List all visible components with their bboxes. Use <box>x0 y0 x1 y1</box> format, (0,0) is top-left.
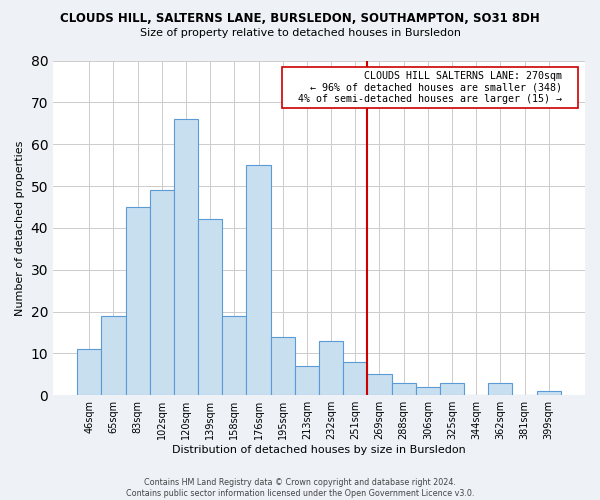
Bar <box>150 190 174 395</box>
Text: Contains HM Land Registry data © Crown copyright and database right 2024.
Contai: Contains HM Land Registry data © Crown c… <box>126 478 474 498</box>
Bar <box>416 387 440 395</box>
Text: CLOUDS HILL SALTERNS LANE: 270sqm  
  ← 96% of detached houses are smaller (348): CLOUDS HILL SALTERNS LANE: 270sqm ← 96% … <box>286 70 574 104</box>
Bar <box>77 349 101 395</box>
Y-axis label: Number of detached properties: Number of detached properties <box>15 140 25 316</box>
Bar <box>198 220 223 395</box>
Bar <box>367 374 392 395</box>
Bar <box>247 165 271 395</box>
X-axis label: Distribution of detached houses by size in Bursledon: Distribution of detached houses by size … <box>172 445 466 455</box>
Bar <box>343 362 367 395</box>
Text: Size of property relative to detached houses in Bursledon: Size of property relative to detached ho… <box>139 28 461 38</box>
Bar <box>295 366 319 395</box>
Bar <box>271 336 295 395</box>
Bar <box>174 119 198 395</box>
Bar <box>125 207 150 395</box>
Bar <box>319 341 343 395</box>
Bar <box>101 316 125 395</box>
Bar <box>536 391 561 395</box>
Bar <box>223 316 247 395</box>
Bar <box>392 382 416 395</box>
Text: CLOUDS HILL, SALTERNS LANE, BURSLEDON, SOUTHAMPTON, SO31 8DH: CLOUDS HILL, SALTERNS LANE, BURSLEDON, S… <box>60 12 540 26</box>
Bar <box>488 382 512 395</box>
Bar <box>440 382 464 395</box>
